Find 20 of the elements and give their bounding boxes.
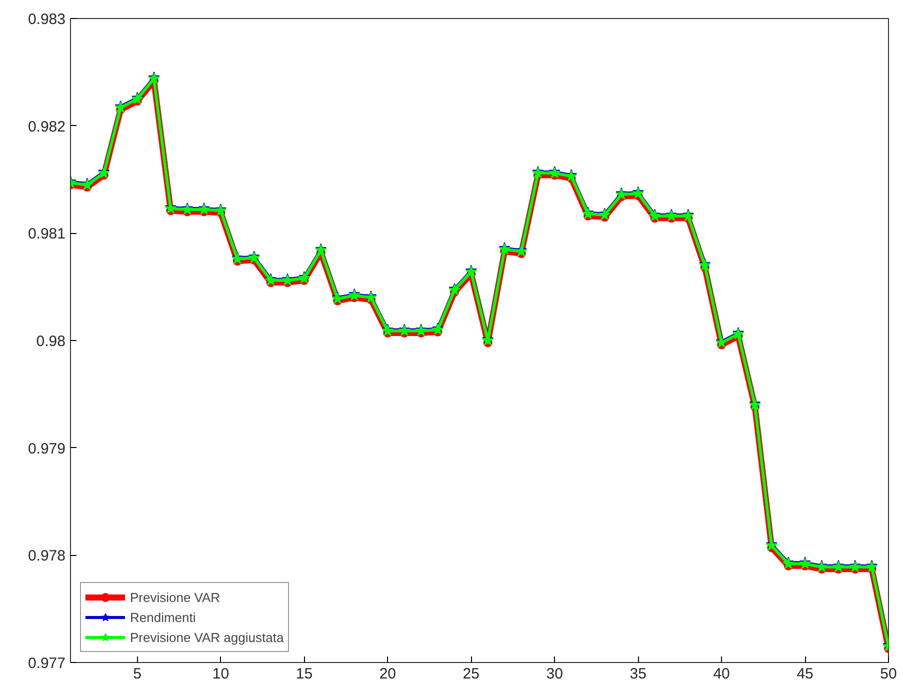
- legend-label: Previsione VAR aggiustata: [130, 630, 284, 644]
- y-tick-label: 0.983: [28, 11, 66, 28]
- x-tick-label: 25: [462, 666, 480, 682]
- y-tick-label: 0.979: [28, 440, 66, 458]
- y-tick-label: 0.978: [28, 548, 66, 565]
- x-tick-label: 50: [880, 666, 897, 682]
- x-tick-label: 15: [296, 666, 313, 682]
- y-tick-label: 0.977: [28, 655, 66, 672]
- x-tick-label: 20: [379, 666, 396, 682]
- y-tick-label: 0.982: [28, 118, 66, 136]
- x-tick-label: 30: [546, 666, 563, 682]
- legend-label: Rendimenti: [130, 610, 196, 624]
- x-tick-label: 35: [630, 666, 646, 682]
- y-tick-label: 0.98: [36, 333, 66, 350]
- x-tick-label: 45: [796, 666, 814, 682]
- legend-label: Previsione VAR: [130, 590, 220, 604]
- x-tick-label: 10: [212, 666, 230, 682]
- y-tick-label: 0.981: [28, 226, 66, 243]
- x-tick-label: 5: [133, 666, 142, 682]
- x-tick-label: 40: [713, 666, 730, 682]
